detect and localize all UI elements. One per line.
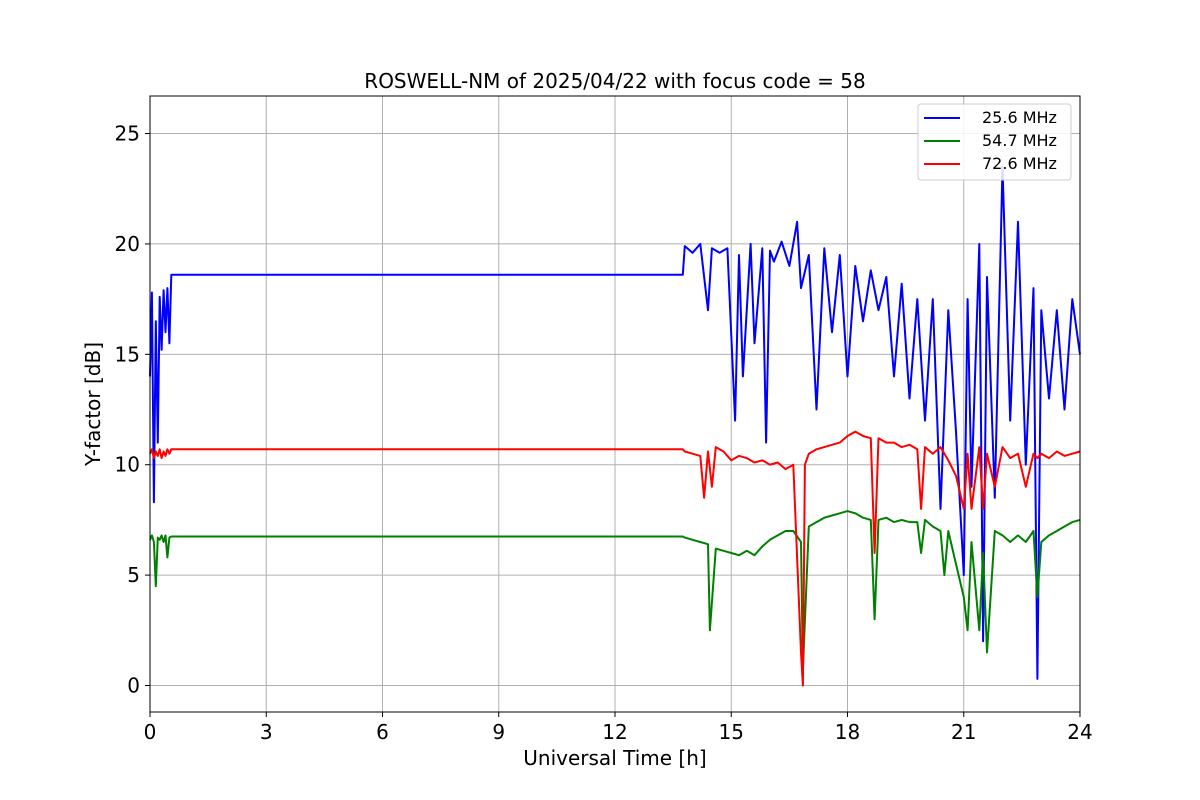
y-tick-label: 0 xyxy=(127,674,140,698)
series-line-0 xyxy=(149,165,1081,680)
y-tick-label: 20 xyxy=(115,232,140,256)
y-tick-label: 10 xyxy=(115,453,140,477)
legend-label-25-6: 25.6 MHz xyxy=(982,108,1057,127)
legend: 25.6 MHz 54.7 MHz 72.6 MHz xyxy=(917,103,1072,181)
y-tick-label: 15 xyxy=(115,342,140,366)
x-tick-label: 21 xyxy=(951,720,976,744)
x-tick-label: 15 xyxy=(719,720,744,744)
x-tick-label: 9 xyxy=(492,720,505,744)
y-tick-label: 5 xyxy=(127,563,140,587)
legend-label-72-6: 72.6 MHz xyxy=(982,154,1057,173)
x-tick-label: 12 xyxy=(602,720,627,744)
x-tick-label: 24 xyxy=(1067,720,1092,744)
x-tick-label: 0 xyxy=(144,720,157,744)
y-axis-label: Y-factor [dB] xyxy=(81,342,105,467)
series-layer xyxy=(149,165,1081,687)
series-line-2 xyxy=(149,430,1081,687)
x-axis-label: Universal Time [h] xyxy=(523,746,706,770)
y-tick-label: 25 xyxy=(115,122,140,146)
x-tick-label: 18 xyxy=(835,720,860,744)
x-tick-label: 6 xyxy=(376,720,389,744)
x-tick-label: 3 xyxy=(260,720,273,744)
legend-label-54-7: 54.7 MHz xyxy=(982,131,1057,150)
series-line-1 xyxy=(149,510,1081,672)
legend-box xyxy=(917,103,1072,181)
chart-title: ROSWELL-NM of 2025/04/22 with focus code… xyxy=(364,69,865,93)
ticks: 0 3 6 9 12 15 18 21 24 0 5 10 15 20 25 xyxy=(115,122,1093,744)
